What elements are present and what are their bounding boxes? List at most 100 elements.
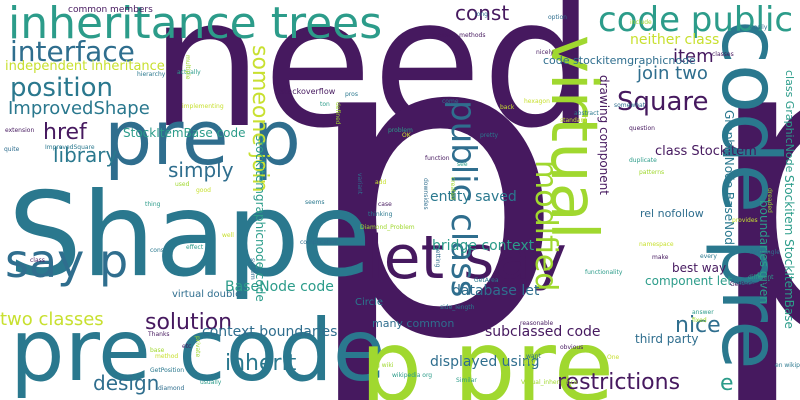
tiny-word: want (526, 353, 541, 360)
tiny-word: fixed (692, 317, 707, 324)
word-position: position (10, 73, 113, 103)
tiny-word: long (475, 11, 488, 18)
tiny-word: extension (5, 127, 35, 134)
tiny-word: Rectangle (750, 249, 780, 256)
tiny-word: defined (334, 102, 341, 125)
word-let-say: let say (367, 223, 567, 293)
tiny-word: etc (182, 343, 192, 350)
word-say-p: say p (5, 234, 129, 288)
word-href: href (43, 120, 87, 145)
word-p-pre: p pre (360, 310, 614, 400)
tiny-word: downsides (422, 178, 429, 210)
tiny-word: question (629, 125, 655, 132)
tiny-word: ImprovedSquare (45, 144, 95, 151)
tiny-word: pretty (480, 132, 499, 139)
tiny-word: system (249, 258, 256, 280)
word-best-way: best way (672, 261, 727, 275)
word-displayed-using: displayed using (430, 354, 540, 370)
word-item: item (673, 46, 714, 67)
tiny-word: wikipedia org (392, 372, 433, 379)
tiny-word: multiple (184, 55, 191, 80)
word-code-stockitemgraphicnode: code stockitemgraphicnode (543, 54, 696, 67)
tiny-word: class (30, 257, 45, 264)
tiny-word: Virtual_inheritance (521, 379, 578, 386)
tiny-word: somewhat (614, 102, 646, 109)
word-basenode-code: BaseNode code (225, 279, 334, 295)
tiny-word: namespace (639, 241, 674, 248)
tiny-word: hexagon (524, 98, 550, 105)
tiny-word: standard (560, 117, 587, 124)
word-circle: Circle (355, 297, 384, 308)
word-context-boundaries: context boundaries (202, 324, 338, 340)
tiny-word: option (548, 14, 567, 21)
tiny-word: pros (345, 91, 358, 98)
tiny-word: answer (692, 309, 714, 316)
tiny-word: duplicate (629, 157, 657, 164)
tiny-word: method (155, 353, 179, 360)
word-drawing-component: drawing component (597, 75, 611, 195)
word-graphicnode-basenode: GraphicNode BaseNode (722, 110, 736, 253)
word-independent-inheritance: independent inheritance (5, 59, 165, 74)
tiny-word: thinking (368, 211, 393, 218)
tiny-word: easily (750, 24, 768, 31)
tiny-word: hierarchy (137, 71, 166, 78)
word-rel-nofollow: rel nofollow (640, 207, 704, 220)
word-const: const (455, 1, 510, 25)
word-subclassed-code: subclassed code (485, 324, 601, 340)
tiny-word: problem (388, 127, 413, 134)
tiny-word: thing (145, 201, 161, 208)
tiny-word: complicated (300, 239, 337, 246)
tiny-word: usually (200, 379, 222, 386)
word-design: design (93, 371, 160, 395)
word-stockitembase-code: StockItemBase code (123, 126, 246, 140)
tiny-word: abstract (574, 110, 599, 117)
word-shape: Shape (8, 168, 372, 303)
tiny-word: Diamond_Problem (360, 224, 415, 231)
word-interface: interface (10, 35, 135, 68)
tiny-word: every (700, 253, 717, 260)
word-inheritance-trees: inheritance trees (8, 0, 383, 49)
tiny-word: created (449, 177, 456, 200)
tiny-word: GetPerimeter (730, 281, 770, 288)
tiny-word: en wikipedia (775, 362, 800, 369)
tiny-word: classes (712, 51, 734, 58)
tiny-word: obvious (560, 344, 584, 351)
tiny-word: good (196, 187, 211, 194)
word-e: e (720, 371, 734, 396)
word-stockitem-stockitembase: Stockitem StockItemBase (782, 175, 796, 329)
tiny-word: org wiki (370, 362, 394, 369)
tiny-word: ton (320, 101, 330, 108)
word-class-graphicnode: class GraphicNode (783, 70, 796, 173)
tiny-word: patterns (639, 169, 665, 176)
tiny-word: actually (177, 69, 201, 76)
tiny-word: extension methods (428, 32, 486, 39)
tiny-word: make (652, 254, 669, 261)
tiny-word: used (175, 181, 190, 188)
word-common-members: common members (68, 5, 153, 15)
tiny-word: diamond (158, 385, 185, 392)
tiny-word: variant (356, 173, 363, 195)
tiny-word: quite (4, 146, 20, 153)
tiny-word: reasonable (520, 320, 554, 327)
word-square: Square (617, 87, 709, 117)
word-inherit: inherit (225, 351, 297, 376)
tiny-word: bite (523, 359, 535, 366)
tiny-word: nicely (536, 49, 554, 56)
tiny-word: case (378, 201, 392, 208)
tiny-word: come (442, 98, 459, 105)
word-nice: nice (675, 313, 721, 338)
tiny-word: add (375, 179, 387, 186)
tiny-word: function (425, 155, 450, 162)
tiny-word: implementing (182, 103, 224, 110)
tiny-word: getting (434, 246, 441, 268)
tiny-word: different (748, 274, 774, 281)
tiny-word: OK (402, 132, 411, 139)
word-solution: solution (145, 310, 233, 335)
tiny-word: private (194, 336, 201, 358)
word-code-public: code public (598, 0, 794, 40)
tiny-word: One (607, 354, 620, 361)
tiny-word: GetArea (474, 277, 499, 284)
word-pre-p: pre p (104, 93, 301, 182)
tiny-word: side_length (440, 304, 475, 311)
